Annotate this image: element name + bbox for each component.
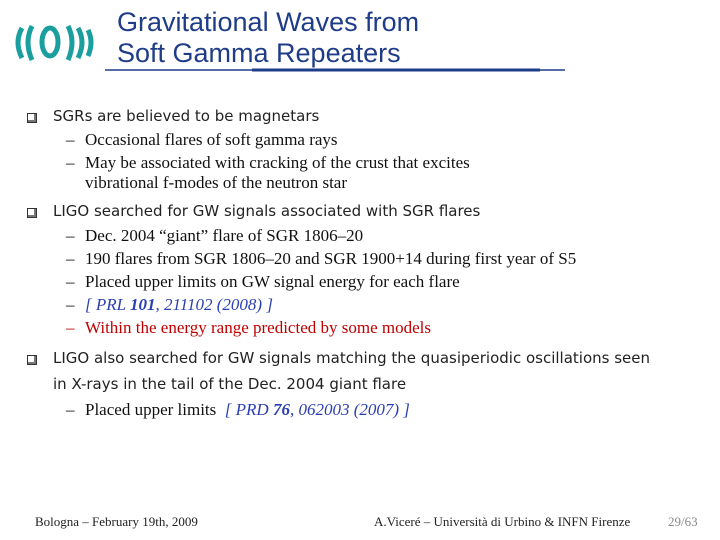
- ref-text: [ PRD: [224, 400, 273, 419]
- sub-item: Occasional flares of soft gamma rays: [85, 130, 338, 149]
- ref-text: , 211102 (2008) ]: [155, 295, 273, 314]
- sub-item: Dec. 2004 “giant” flare of SGR 1806–20: [85, 226, 364, 245]
- dash: –: [66, 226, 75, 245]
- sub-item: Within the energy range predicted by som…: [85, 318, 431, 337]
- bullet: in X-rays in the tail of the Dec. 2004 g…: [53, 375, 407, 393]
- sub-item: Placed upper limits on GW signal energy …: [85, 272, 460, 291]
- bullet: LIGO searched for GW signals associated …: [53, 202, 481, 220]
- header-graphics: [15, 24, 565, 72]
- ref-volume: 76: [272, 400, 290, 419]
- title: Gravitational Waves from: [117, 7, 420, 37]
- sub-item: vibrational f-modes of the neutron star: [85, 173, 348, 192]
- bullet-marker: [27, 355, 37, 365]
- footer-center: A.Viceré – Università di Urbino & INFN F…: [374, 514, 631, 529]
- dash: –: [66, 318, 75, 337]
- ref-text: , 062003 (2007) ]: [289, 400, 410, 419]
- sub-item: Placed upper limits [ PRD 76, 062003 (20…: [85, 400, 410, 420]
- bullet: SGRs are believed to be magnetars: [53, 107, 320, 125]
- sub-item: May be associated with cracking of the c…: [85, 153, 470, 172]
- page-number: 29/63: [668, 514, 698, 529]
- dash: –: [66, 153, 75, 172]
- bullet-marker: [27, 113, 37, 123]
- dash: –: [66, 249, 75, 268]
- logo: [15, 24, 94, 62]
- bullet-marker: [27, 208, 37, 218]
- footer-left: Bologna – February 19th, 2009: [35, 514, 198, 529]
- ref-text: [ PRL: [85, 295, 131, 314]
- sub-item: 190 flares from SGR 1806–20 and SGR 1900…: [85, 249, 577, 268]
- dash: –: [66, 400, 75, 419]
- reference: [ PRL 101, 211102 (2008) ]: [85, 295, 273, 315]
- title: Soft Gamma Repeaters: [117, 38, 401, 68]
- ref-volume: 101: [130, 295, 156, 314]
- dash: –: [66, 272, 75, 291]
- dash: –: [66, 295, 75, 314]
- sub-text: Placed upper limits: [85, 400, 217, 419]
- bullet: LIGO also searched for GW signals matchi…: [53, 349, 650, 367]
- dash: –: [66, 130, 75, 149]
- reference: [ PRD 76, 062003 (2007) ]: [225, 400, 410, 419]
